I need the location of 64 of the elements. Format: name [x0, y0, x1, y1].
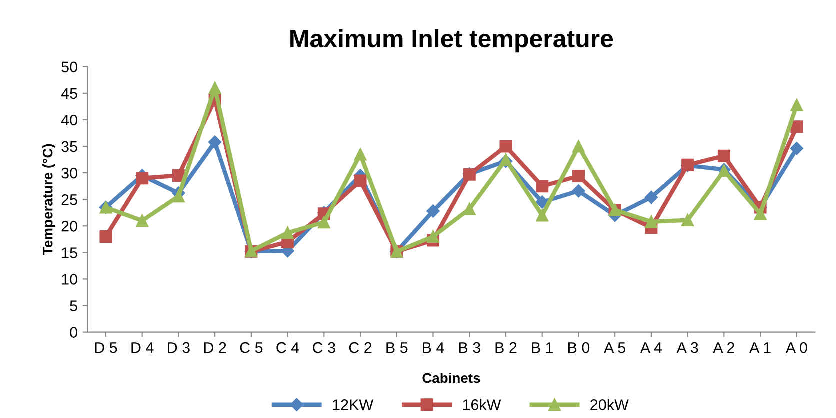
y-tick-label: 30 — [62, 168, 78, 179]
point — [536, 180, 549, 193]
point — [572, 140, 585, 153]
x-tick-label: D 5 — [95, 342, 118, 354]
point — [354, 148, 367, 161]
point — [354, 174, 367, 188]
x-tick-label: B 0 — [568, 342, 590, 354]
point — [136, 172, 149, 185]
point — [572, 170, 585, 182]
x-tick-label: D 4 — [132, 342, 154, 354]
x-tick-label: B 3 — [459, 342, 480, 354]
x-tick-label: A 0 — [786, 342, 808, 354]
y-tick-label: 35 — [62, 141, 78, 152]
point — [644, 190, 658, 204]
x-tick-label: C 5 — [240, 342, 263, 354]
y-axis-title: Temperature (°C) — [42, 144, 56, 256]
x-tick-label: D 2 — [204, 342, 226, 354]
x-tick-label: A 2 — [713, 342, 734, 354]
point — [463, 202, 476, 216]
legend-label: 16kW — [463, 399, 502, 410]
x-tick-label: A 4 — [640, 342, 662, 354]
point — [318, 216, 330, 229]
legend-label: 20kW — [590, 399, 629, 410]
x-tick-label: A 3 — [676, 342, 698, 354]
x-tick-label: B 1 — [532, 342, 554, 354]
x-tick-label: C 4 — [276, 342, 300, 354]
x-tick-label: D 3 — [168, 342, 190, 354]
x-tick-label: B 2 — [496, 342, 517, 354]
legend-label: 12KW — [333, 400, 374, 410]
y-tick-label: 40 — [61, 114, 78, 126]
point — [136, 214, 149, 228]
x-tick-label: A 5 — [604, 342, 626, 354]
point — [282, 226, 294, 240]
y-tick-label: 45 — [61, 88, 78, 100]
point — [426, 204, 440, 218]
chart-title: Maximum Inlet temperature — [290, 29, 614, 53]
x-tick-label: B 5 — [386, 342, 408, 354]
point — [790, 120, 804, 134]
point — [500, 140, 512, 153]
y-tick-label: 0 — [70, 327, 78, 338]
x-axis-title: Cabinets — [422, 372, 480, 384]
y-tick-label: 15 — [62, 248, 78, 258]
y-tick-label: 20 — [62, 221, 78, 232]
point — [682, 214, 694, 227]
y-tick-label: 25 — [62, 194, 78, 206]
point — [754, 208, 767, 220]
point — [645, 216, 658, 228]
point — [427, 230, 440, 244]
y-tick-label: 50 — [62, 62, 78, 73]
point — [572, 184, 586, 198]
point — [536, 209, 549, 222]
x-tick-label: C 2 — [349, 342, 372, 354]
point — [172, 190, 185, 203]
x-tick-label: A 1 — [750, 342, 771, 354]
point — [208, 136, 222, 149]
x-tick-label: B 4 — [423, 342, 444, 354]
x-tick-label: C 3 — [313, 342, 336, 354]
point — [790, 142, 804, 156]
point — [718, 150, 730, 162]
y-tick-label: 5 — [70, 300, 78, 312]
point — [100, 230, 112, 244]
point — [790, 98, 804, 112]
y-tick-label: 10 — [62, 274, 78, 285]
point — [208, 82, 222, 94]
